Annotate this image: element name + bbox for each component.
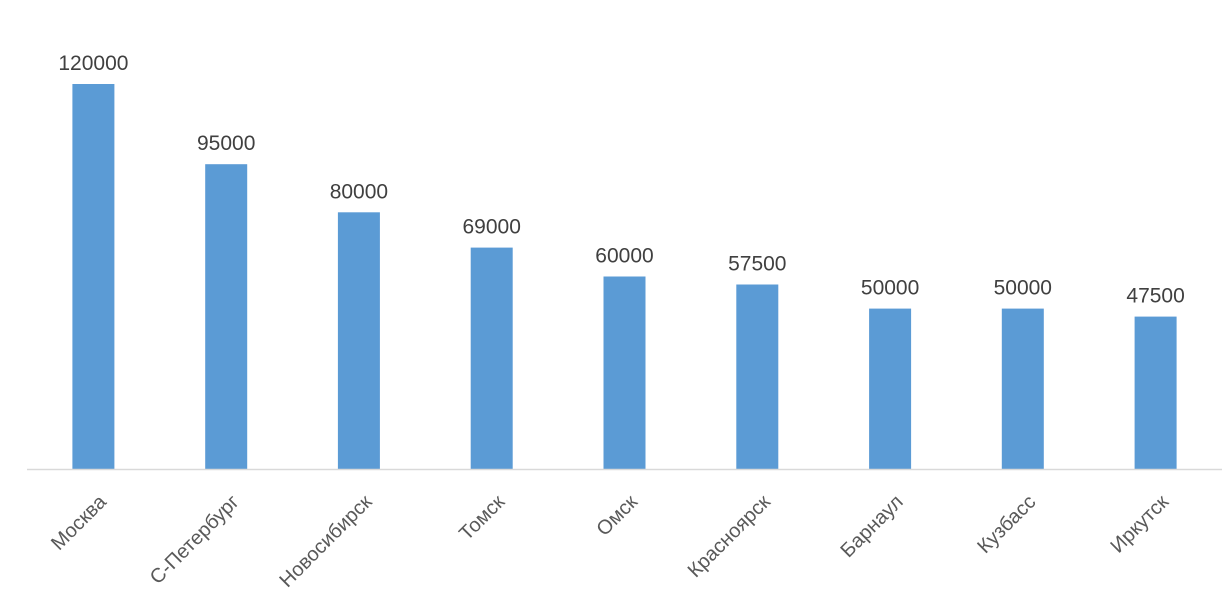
category-label-7: Кузбасс xyxy=(973,491,1040,558)
category-label-3: Томск xyxy=(455,491,509,545)
data-label-8: 47500 xyxy=(1126,285,1184,308)
bar-6 xyxy=(869,308,912,469)
data-label-1: 95000 xyxy=(197,132,255,155)
value-labels-group: 120000 95000 80000 69000 60000 57500 50000 5000… xyxy=(58,52,1184,308)
category-label-5: Красноярск xyxy=(684,491,775,582)
category-labels-group: Москва С-Петербург Новосибирск Томск Омск Кра… xyxy=(47,490,1173,592)
category-label-4: Омск xyxy=(592,491,642,541)
category-label-6: Барнаул xyxy=(837,491,908,562)
bar-2 xyxy=(337,212,380,470)
category-label-1: С-Петербург xyxy=(146,491,244,589)
data-label-2: 80000 xyxy=(330,180,388,203)
data-label-3: 69000 xyxy=(462,216,520,239)
bars-group xyxy=(72,84,1177,470)
bar-1 xyxy=(205,164,248,469)
bar-5 xyxy=(736,284,779,469)
category-label-8: Иркутск xyxy=(1107,491,1174,558)
category-label-0: Москва xyxy=(47,490,111,554)
data-label-5: 57500 xyxy=(728,253,786,276)
bar-0 xyxy=(72,84,115,469)
data-label-6: 50000 xyxy=(861,277,919,300)
data-label-4: 60000 xyxy=(595,245,653,268)
data-label-7: 50000 xyxy=(994,277,1052,300)
bar-4 xyxy=(603,276,646,469)
bar-7 xyxy=(1001,308,1044,469)
category-label-2: Новосибирск xyxy=(275,491,376,592)
bar-3 xyxy=(470,247,513,469)
bar-8 xyxy=(1134,316,1177,469)
data-label-0: 120000 xyxy=(58,52,128,75)
